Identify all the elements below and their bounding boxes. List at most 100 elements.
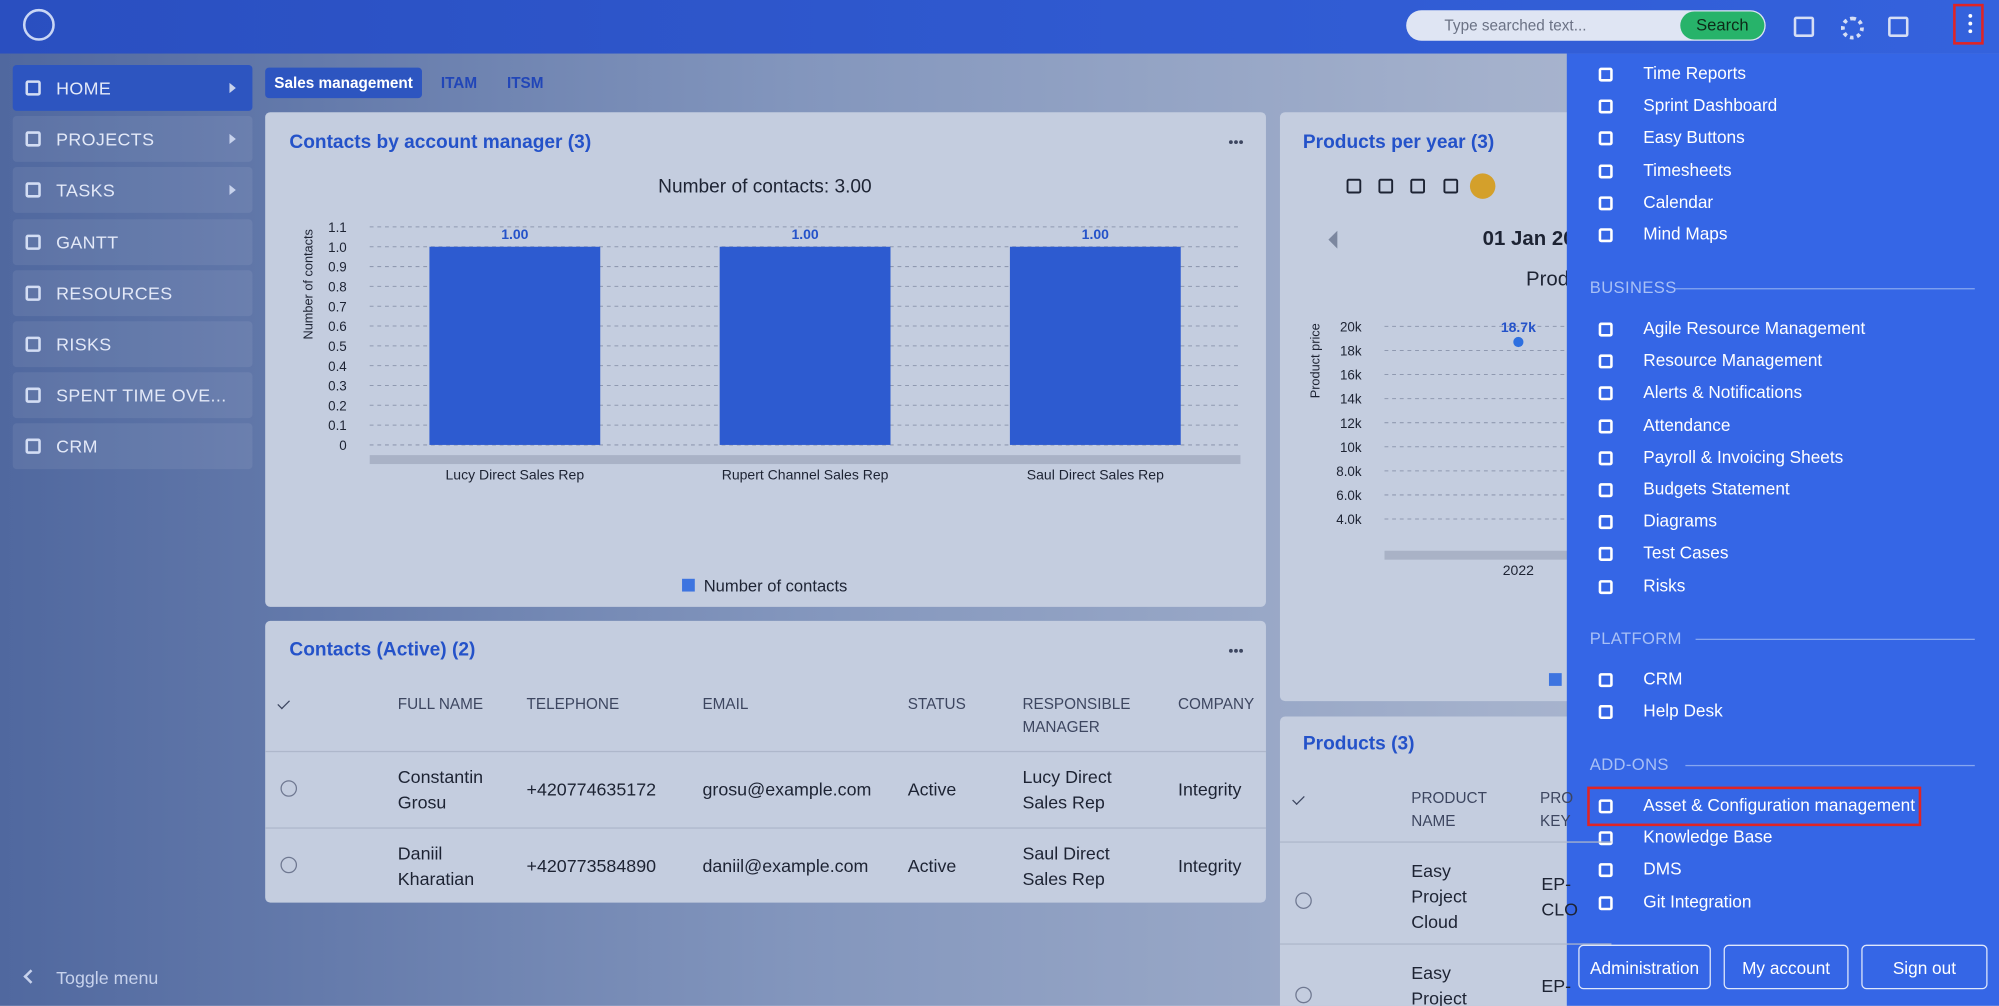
- nav-label[interactable]: GANTT: [56, 231, 119, 252]
- period-icon: [1378, 178, 1394, 194]
- y-tick-label: 12k: [1340, 416, 1362, 431]
- menu-item[interactable]: Budgets Statement: [1643, 479, 1790, 499]
- calendar-icon[interactable]: [1793, 16, 1815, 37]
- nav-label[interactable]: RISKS: [56, 334, 112, 355]
- y-tick-label: 0.2: [328, 398, 347, 413]
- logo[interactable]: [22, 8, 55, 41]
- menu-button[interactable]: My account: [1723, 944, 1849, 990]
- menu-item[interactable]: CRM: [1643, 669, 1683, 689]
- menu-item[interactable]: Risks: [1643, 575, 1686, 595]
- menu-item[interactable]: Easy Buttons: [1643, 127, 1745, 148]
- nav-item[interactable]: [12, 218, 253, 265]
- menu-item[interactable]: Calendar: [1643, 192, 1714, 212]
- table-cell: EP-: [1541, 975, 1572, 996]
- row-select[interactable]: [1295, 987, 1312, 1004]
- y-tick-label: 18k: [1340, 344, 1362, 359]
- table-cell: Lucy Direct Sales Rep: [1022, 766, 1112, 813]
- menu-item[interactable]: Attendance: [1643, 415, 1731, 435]
- column-header[interactable]: EMAIL: [702, 694, 749, 713]
- table-cell: +420774635172: [526, 778, 657, 800]
- settings-icon[interactable]: [1840, 16, 1864, 40]
- menu-item[interactable]: Knowledge Base: [1643, 827, 1773, 847]
- table-cell: Active: [907, 778, 957, 800]
- y-tick-label: 0.9: [328, 260, 347, 275]
- x-scrollbar: [1384, 550, 1612, 560]
- nav-item[interactable]: [12, 372, 253, 419]
- menu-button[interactable]: Administration: [1578, 944, 1711, 990]
- y-axis-label: Product price: [1307, 323, 1322, 398]
- nav-icon: [25, 234, 41, 250]
- menu-item-icon: [1598, 131, 1613, 146]
- column-header[interactable]: RESPONSIBLE MANAGER: [1022, 694, 1131, 736]
- column-header[interactable]: FULL NAME: [397, 694, 484, 713]
- period-icon: [1443, 178, 1459, 194]
- nav-label[interactable]: CRM: [56, 436, 98, 457]
- nav-icon: [25, 336, 41, 352]
- kebab-icon: [1968, 14, 1973, 18]
- toggle-menu[interactable]: Toggle menu: [56, 967, 159, 989]
- nav-item[interactable]: [12, 167, 253, 214]
- column-header[interactable]: PRODUCT NAME: [1411, 789, 1487, 830]
- menu-item[interactable]: DMS: [1643, 859, 1682, 879]
- more-menu-button[interactable]: [1953, 3, 1984, 45]
- menu-item[interactable]: Payroll & Invoicing Sheets: [1643, 447, 1844, 467]
- nav-label[interactable]: SPENT TIME OVE...: [56, 385, 227, 406]
- value-label: 1.00: [791, 226, 818, 242]
- nav-label[interactable]: TASKS: [56, 180, 116, 201]
- search-button[interactable]: Search: [1680, 11, 1765, 40]
- row-divider: [1279, 943, 1612, 945]
- menu-item[interactable]: Timesheets: [1643, 160, 1732, 180]
- nav-label[interactable]: HOME: [56, 77, 112, 99]
- search-input[interactable]: Type searched text...: [1444, 16, 1587, 35]
- nav-icon: [25, 182, 41, 199]
- table-cell: grosu@example.com: [702, 778, 872, 800]
- nav-item[interactable]: [12, 116, 253, 163]
- menu-item[interactable]: Agile Resource Management: [1643, 318, 1866, 338]
- products-date: 01 Jan 20: [1482, 228, 1575, 250]
- nav-item[interactable]: [12, 321, 253, 368]
- menu-item[interactable]: Time Reports: [1643, 63, 1746, 83]
- dropdown-menu: Time Reports Sprint Dashboard Easy Buttons…: [1566, 53, 1999, 1006]
- logout-icon[interactable]: [1888, 16, 1909, 37]
- x-tick-label: Lucy Direct Sales Rep: [445, 466, 584, 482]
- y-tick-label: 16k: [1340, 368, 1362, 383]
- tab[interactable]: Sales management: [265, 67, 422, 99]
- menu-item[interactable]: Diagrams: [1643, 511, 1717, 531]
- nav-label[interactable]: PROJECTS: [56, 129, 155, 150]
- tab[interactable]: ITSM: [506, 73, 544, 92]
- column-header[interactable]: STATUS: [907, 694, 966, 713]
- menu-item-icon: [1598, 799, 1613, 814]
- menu-item[interactable]: Asset & Configuration management: [1643, 795, 1916, 815]
- menu-button[interactable]: Sign out: [1861, 944, 1988, 990]
- column-header[interactable]: COMPANY: [1177, 694, 1255, 713]
- nav-item[interactable]: [12, 423, 253, 470]
- column-header[interactable]: PRO KEY: [1540, 789, 1574, 830]
- y-tick-label: 0.1: [328, 418, 347, 433]
- row-select[interactable]: [280, 856, 298, 874]
- menu-item[interactable]: Help Desk: [1643, 701, 1723, 721]
- tab[interactable]: ITAM: [440, 73, 478, 92]
- nav-item[interactable]: [12, 270, 253, 316]
- menu-item[interactable]: Git Integration: [1643, 891, 1752, 912]
- row-select[interactable]: [1295, 892, 1312, 909]
- column-header[interactable]: TELEPHONE: [526, 694, 620, 713]
- y-tick-label: 0.4: [328, 359, 347, 374]
- row-select[interactable]: [280, 780, 298, 797]
- widget-options[interactable]: [1228, 140, 1233, 145]
- menu-section-title: ADD-ONS: [1589, 754, 1669, 774]
- nav-item[interactable]: [12, 65, 253, 111]
- table-cell: Saul Direct Sales Rep: [1022, 842, 1110, 889]
- menu-item[interactable]: Mind Maps: [1643, 224, 1728, 244]
- menu-item[interactable]: Resource Management: [1643, 350, 1823, 370]
- value-label: 1.00: [1082, 226, 1109, 242]
- highlight-box: [1587, 786, 1922, 827]
- y-tick-label: 14k: [1340, 392, 1362, 407]
- nav-icon: [25, 285, 41, 301]
- menu-item[interactable]: Test Cases: [1643, 543, 1729, 563]
- menu-item[interactable]: Alerts & Notifications: [1643, 382, 1803, 403]
- menu-section-title: BUSINESS: [1589, 277, 1677, 298]
- widget-options[interactable]: [1228, 648, 1233, 653]
- nav-label[interactable]: RESOURCES: [56, 282, 173, 304]
- menu-item-icon: [1598, 515, 1613, 530]
- menu-item[interactable]: Sprint Dashboard: [1643, 95, 1778, 115]
